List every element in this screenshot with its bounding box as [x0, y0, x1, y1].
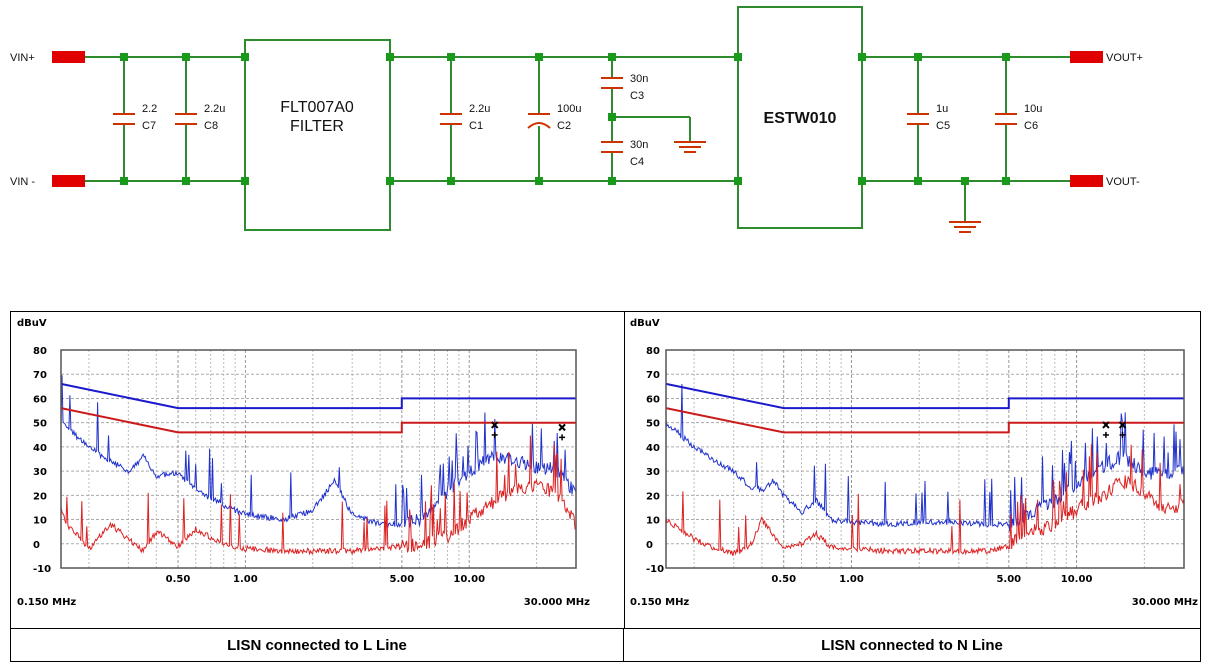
y-axis-label: dBuV: [17, 318, 47, 329]
c6-value: 10u: [1024, 103, 1042, 115]
y-tick-label: 30: [646, 467, 660, 478]
c3-value: 30n: [630, 73, 648, 85]
y-tick-label: 50: [646, 419, 660, 430]
junction-nodes: [120, 53, 1010, 185]
filter-block: [244, 39, 391, 231]
vout-neg-label: VOUT-: [1106, 176, 1140, 188]
limit-line-blue: [665, 382, 1184, 410]
y-tick-label: 50: [33, 419, 47, 430]
x-start-label: 0.150 MHz: [630, 597, 689, 608]
peak-marker: [558, 423, 566, 441]
y-axis-label: dBuV: [630, 318, 660, 329]
filter-schematic: FLT007A0 FILTER ESTW010 VIN+ VIN - VOUT+…: [10, 6, 1143, 233]
c5-value: 1u: [936, 103, 948, 115]
y-tick-label: 10: [646, 516, 660, 527]
vout-pos-label: VOUT+: [1106, 52, 1143, 64]
vout-pos-port: [1070, 51, 1103, 63]
ports: [52, 51, 1103, 187]
x-tick-label: 10.00: [453, 574, 485, 585]
y-tick-label: 60: [646, 394, 660, 405]
vin-neg-port: [52, 175, 85, 187]
c4-value: 30n: [630, 139, 648, 151]
y-tick-label: 70: [646, 370, 660, 381]
x-tick-label: 0.50: [771, 574, 796, 585]
caption-row: LISN connected to L Line LISN connected …: [11, 628, 1200, 662]
emi-chart-n-line: dBuV 80 70 60 50 40 30 20 10 0 -10 0.50 1.00 5.00 10.0…: [630, 318, 1198, 608]
filter-block-label-1: FLT007A0: [280, 99, 354, 116]
vin-pos-port: [52, 51, 85, 63]
x-end-label: 30.000 MHz: [1132, 597, 1198, 608]
y-tick-label: 40: [646, 443, 660, 454]
y-tick-label: 0: [33, 540, 40, 551]
y-tick-label: 30: [33, 467, 47, 478]
converter-block-label: ESTW010: [764, 110, 837, 127]
c8-ref: C8: [204, 120, 218, 132]
peak-marker-x: [1102, 421, 1110, 429]
emi-results-table: dBuV 80 70 60 50 40 30 20 10 0 -10 0.50 1.00 5.00 10.0…: [10, 311, 1201, 662]
c5-ref: C5: [936, 120, 950, 132]
plot-frame: [60, 349, 577, 569]
y-tick-label: 80: [646, 346, 660, 357]
peak-marker: [491, 421, 499, 438]
x-start-label: 0.150 MHz: [17, 597, 76, 608]
x-end-label: 30.000 MHz: [524, 597, 590, 608]
plot-frame: [665, 349, 1185, 569]
capacitor-plates: [113, 77, 1017, 153]
x-tick-label: 10.00: [1061, 574, 1093, 585]
y-tick-label: 20: [33, 491, 47, 502]
y-tick-label: 60: [33, 394, 47, 405]
ground-symbols: [674, 141, 981, 233]
x-tick-label: 1.00: [839, 574, 864, 585]
c2-value: 100u: [557, 103, 581, 115]
measured-series-red: [60, 435, 577, 556]
y-tick-label: -10: [33, 564, 51, 575]
measured-series-blue: [60, 375, 577, 528]
filter-block-label-2: FILTER: [290, 118, 344, 135]
vin-neg-label: VIN -: [10, 176, 35, 188]
peak-marker: [1102, 421, 1110, 438]
c8-value: 2.2u: [204, 103, 225, 115]
x-tick-label: 0.50: [166, 574, 191, 585]
c7-ref: C7: [142, 120, 156, 132]
y-tick-label: 80: [33, 346, 47, 357]
y-tick-label: 70: [33, 370, 47, 381]
limit-line-red: [665, 407, 1184, 434]
y-tick-label: 10: [33, 516, 47, 527]
x-tick-label: 5.00: [389, 574, 414, 585]
c7-value: 2.2: [142, 103, 157, 115]
vout-neg-port: [1070, 175, 1103, 187]
y-tick-label: 0: [646, 540, 653, 551]
emi-panel-n-line: dBuV 80 70 60 50 40 30 20 10 0 -10 0.50 1.00 5.00 10.0…: [624, 312, 1200, 628]
wires: [85, 56, 1070, 222]
limit-line-blue: [60, 382, 576, 410]
measured-series-red: [665, 444, 1185, 556]
peak-marker-x: [558, 423, 566, 432]
caption-n-line: LISN connected to N Line: [821, 637, 1003, 654]
emi-chart-l-line: dBuV 80 70 60 50 40 30 20 10 0 -10 0.50 1.00 5.00 10.0…: [17, 318, 590, 608]
emi-panel-l-line: dBuV 80 70 60 50 40 30 20 10 0 -10 0.50 1.00 5.00 10.0…: [11, 312, 625, 628]
limit-line-red: [60, 407, 576, 434]
peak-marker-x: [1118, 421, 1127, 429]
peak-marker-x: [491, 421, 499, 429]
c4-ref: C4: [630, 156, 644, 168]
peak-marker: [1118, 421, 1127, 438]
y-tick-label: 20: [646, 491, 660, 502]
measured-series-blue: [665, 383, 1185, 532]
c1-ref: C1: [469, 120, 483, 132]
c2-ref: C2: [557, 120, 571, 132]
vin-pos-label: VIN+: [10, 52, 35, 64]
y-tick-label: -10: [646, 564, 664, 575]
c1-value: 2.2u: [469, 103, 490, 115]
x-tick-label: 1.00: [233, 574, 258, 585]
c6-ref: C6: [1024, 120, 1038, 132]
y-tick-label: 40: [33, 443, 47, 454]
caption-l-line: LISN connected to L Line: [11, 629, 624, 662]
converter-block: [737, 6, 863, 229]
x-tick-label: 5.00: [996, 574, 1021, 585]
c3-ref: C3: [630, 90, 644, 102]
